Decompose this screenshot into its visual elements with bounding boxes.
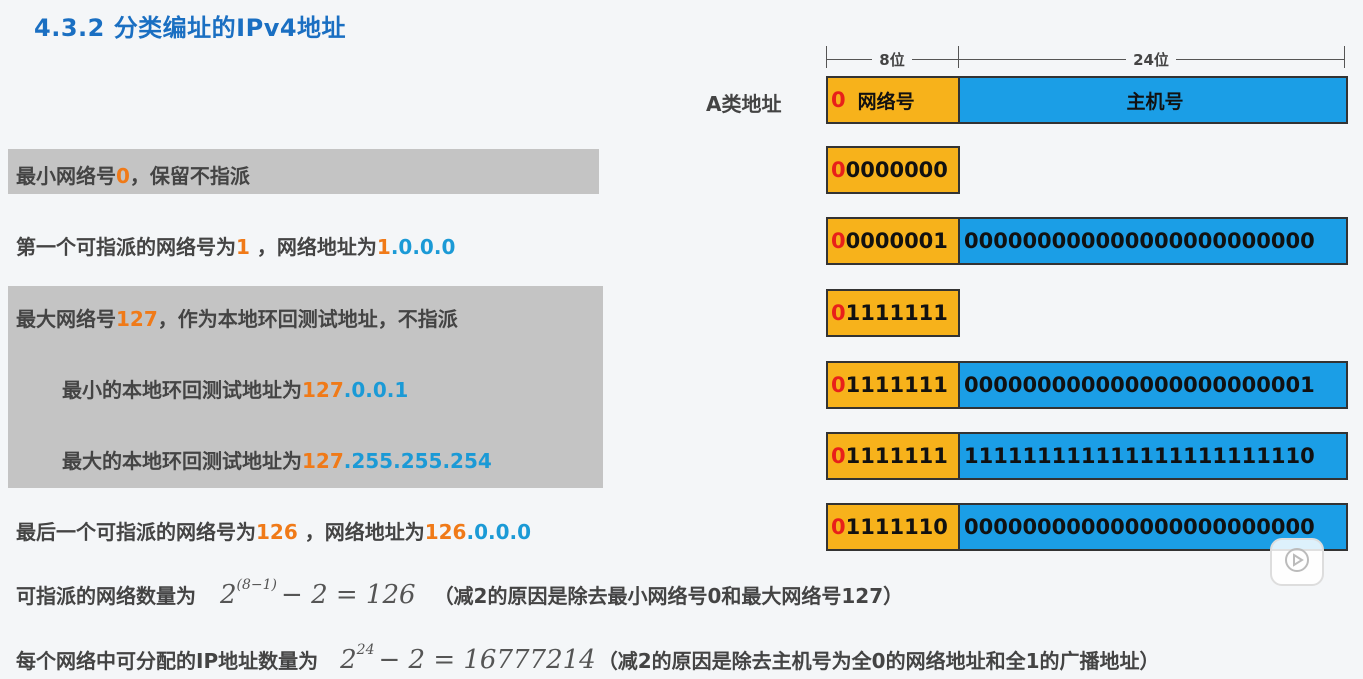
- lead-bit: 0: [831, 373, 846, 397]
- binary-row-3-net: 0 1111111: [826, 289, 960, 337]
- lead-bit: 0: [831, 158, 846, 182]
- text: 最大的本地环回测试地址为: [62, 449, 302, 473]
- value: 1: [376, 235, 391, 259]
- formula-exponent: (8−1): [236, 577, 278, 593]
- value: .0.0.0: [466, 520, 532, 544]
- value: 126: [424, 520, 467, 544]
- header-net-label: 网络号: [857, 90, 915, 113]
- text: 最大网络号: [16, 307, 116, 331]
- lead-bit: 0: [831, 515, 846, 539]
- value: .255.255.254: [343, 449, 492, 473]
- page-title: 4.3.2 分类编址的IPv4地址: [34, 14, 347, 42]
- value: .0.0.0: [390, 235, 456, 259]
- text: ，作为本地环回测试地址，不指派: [157, 307, 458, 331]
- header-host-cell: 主机号: [958, 76, 1348, 124]
- value: 0: [116, 164, 130, 188]
- highlight-box-min: [8, 149, 599, 194]
- text: 第一个可指派的网络号为: [16, 235, 236, 259]
- host-bits: 000000000000000000000000: [964, 515, 1315, 539]
- host-bits-label: 24位: [1126, 49, 1176, 70]
- formula-rest: − 2 = 126: [281, 580, 416, 610]
- header-lead-bit: 0: [831, 88, 846, 112]
- net-bits: 0000000: [845, 158, 948, 182]
- host-bits: 000000000000000000000001: [964, 373, 1315, 397]
- binary-row-2-net: 0 0000001: [826, 217, 960, 265]
- text: ，网络地址为: [249, 235, 377, 259]
- net-bits: 1111111: [845, 444, 948, 468]
- formula-label: 可指派的网络数量为: [16, 584, 196, 608]
- net-bits: 1111110: [845, 515, 948, 539]
- lead-bit: 0: [831, 444, 846, 468]
- host-bits: 111111111111111111111110: [964, 444, 1315, 468]
- text: ，保留不指派: [129, 164, 250, 188]
- value: 127: [116, 307, 158, 331]
- host-bits: 000000000000000000000000: [964, 229, 1315, 253]
- formula-note: （减2的原因是除去主机号为全0的网络地址和全1的广播地址）: [597, 649, 1160, 673]
- bit-width-ruler: 8位 24位: [826, 44, 1346, 74]
- text: 最小的本地环回测试地址为: [62, 378, 302, 402]
- highlight-box-max: [8, 286, 603, 488]
- binary-row-4-host: 000000000000000000000001: [958, 361, 1348, 409]
- binary-row-5-host: 111111111111111111111110: [958, 432, 1348, 480]
- net-bits-label: 8位: [872, 49, 912, 70]
- net-bits: 1111111: [845, 301, 948, 325]
- header-host-label: 主机号: [1126, 90, 1184, 113]
- formula-label: 每个网络中可分配的IP地址数量为: [16, 649, 319, 673]
- text: 最后一个可指派的网络号为: [16, 520, 256, 544]
- value: .0.0.1: [343, 378, 409, 402]
- value: 126: [256, 520, 298, 544]
- net-bits: 0000001: [845, 229, 948, 253]
- value: 127: [302, 378, 344, 402]
- net-bits: 1111111: [845, 373, 948, 397]
- play-button[interactable]: [1270, 538, 1324, 586]
- binary-row-6-net: 0 1111110: [826, 503, 960, 551]
- formula-rest: − 2 = 16777214: [378, 645, 596, 675]
- formula-base: 2: [340, 645, 357, 675]
- lead-bit: 0: [831, 229, 846, 253]
- play-icon: [1284, 547, 1310, 577]
- lead-bit: 0: [831, 301, 846, 325]
- text: 最小网络号: [16, 164, 116, 188]
- formula-exponent: 24: [356, 642, 375, 658]
- line-first-assignable: 第一个可指派的网络号为1 ，网络地址为1.0.0.0: [16, 231, 455, 260]
- class-a-label: A类地址: [706, 92, 782, 116]
- line-max-loopback: 最大的本地环回测试地址为127.255.255.254: [62, 445, 492, 474]
- value: 127: [302, 449, 344, 473]
- line-min-loopback: 最小的本地环回测试地址为127.0.0.1: [62, 374, 408, 403]
- header-net-cell: 0 网络号: [826, 76, 960, 124]
- formula-host-count: 每个网络中可分配的IP地址数量为 2 24 − 2 = 16777214 （减2…: [16, 642, 1160, 675]
- line-max-network: 最大网络号127，作为本地环回测试地址，不指派: [16, 303, 458, 332]
- binary-row-5-net: 0 1111111: [826, 432, 960, 480]
- text: ，网络地址为: [297, 520, 425, 544]
- formula-note: （减2的原因是除去最小网络号0和最大网络号127）: [433, 584, 904, 608]
- formula-base: 2: [220, 580, 237, 610]
- binary-row-1-net: 0 0000000: [826, 146, 960, 194]
- binary-row-4-net: 0 1111111: [826, 361, 960, 409]
- formula-network-count: 可指派的网络数量为 2 (8−1) − 2 = 126 （减2的原因是除去最小网…: [16, 577, 904, 610]
- line-min-network: 最小网络号0，保留不指派: [16, 160, 250, 189]
- value: 1: [236, 235, 250, 259]
- binary-row-2-host: 000000000000000000000000: [958, 217, 1348, 265]
- line-last-assignable: 最后一个可指派的网络号为126 ，网络地址为126.0.0.0: [16, 516, 531, 545]
